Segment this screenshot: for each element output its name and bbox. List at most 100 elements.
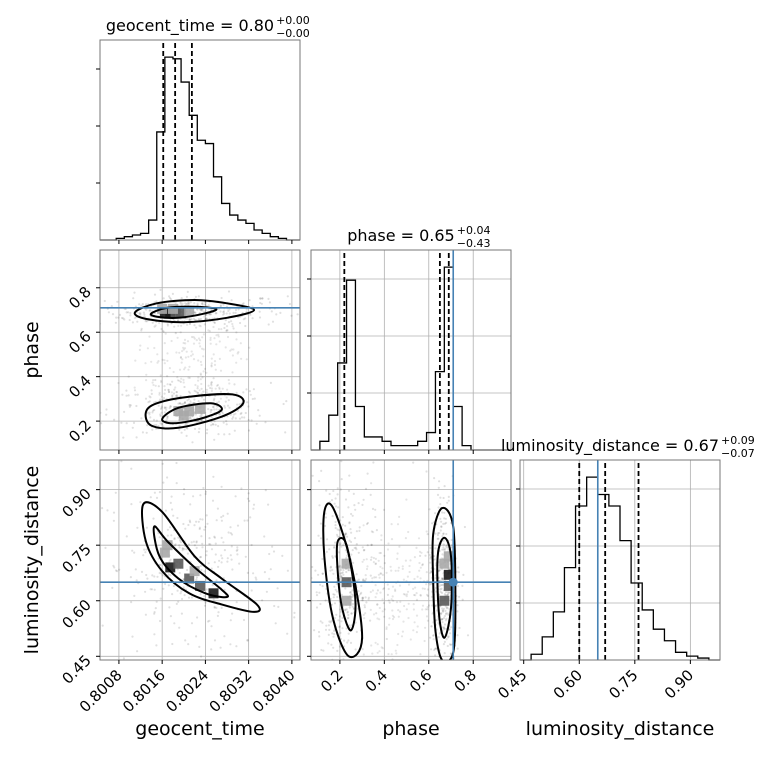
scatter-point: [208, 537, 211, 540]
scatter-point: [217, 433, 220, 436]
scatter-point: [341, 571, 344, 574]
scatter-point: [180, 403, 183, 406]
scatter-point: [155, 423, 158, 427]
scatter-point: [330, 603, 333, 606]
scatter-point: [145, 431, 148, 434]
scatter-point: [217, 611, 220, 614]
scatter-point: [160, 423, 163, 426]
scatter-point: [216, 507, 219, 510]
scatter-point: [311, 474, 314, 477]
scatter-point: [449, 632, 452, 635]
scatter-point: [187, 398, 190, 401]
scatter-point: [203, 315, 206, 318]
scatter-point: [442, 577, 445, 580]
scatter-point: [188, 322, 191, 325]
scatter-point: [215, 334, 218, 337]
scatter-point: [232, 311, 235, 314]
scatter-point: [219, 304, 222, 307]
scatter-point: [441, 678, 443, 680]
scatter-point: [418, 550, 422, 553]
scatter-point: [227, 531, 230, 534]
scatter-point: [163, 342, 166, 345]
scatter-point: [158, 393, 161, 396]
scatter-point: [353, 546, 356, 550]
scatter-point: [461, 598, 464, 601]
scatter-point: [200, 568, 203, 572]
scatter-point: [412, 629, 415, 632]
scatter-point: [174, 386, 177, 389]
scatter-point: [158, 571, 161, 575]
scatter-point: [159, 597, 162, 600]
title-lower-error: −0.07: [721, 447, 755, 460]
scatter-point: [371, 652, 374, 655]
scatter-point: [183, 488, 186, 491]
density-cell: [167, 303, 178, 314]
scatter-point: [442, 661, 444, 663]
scatter-point: [229, 643, 232, 646]
scatter-point: [180, 590, 183, 593]
scatter-point: [182, 522, 185, 526]
scatter-point: [165, 667, 167, 669]
scatter-point: [191, 353, 194, 356]
scatter-point: [329, 621, 332, 624]
scatter-point: [441, 626, 444, 629]
x-tick-label: 0.8040: [249, 666, 299, 716]
scatter-point: [387, 587, 390, 591]
scatter-point: [419, 653, 422, 656]
scatter-point: [255, 578, 258, 581]
scatter-point: [239, 321, 242, 325]
scatter-point: [319, 327, 321, 329]
scatter-point: [185, 303, 188, 306]
scatter-point: [415, 592, 418, 595]
y-tick-label: 0.45: [58, 651, 94, 687]
scatter-point: [166, 324, 169, 327]
scatter-point: [125, 311, 128, 314]
scatter-point: [443, 593, 446, 596]
scatter-point: [165, 408, 168, 411]
scatter-point: [380, 646, 383, 649]
scatter-point: [177, 319, 180, 322]
scatter-point: [148, 400, 151, 403]
scatter-point: [439, 590, 442, 594]
scatter-point: [407, 616, 410, 620]
scatter-point: [176, 395, 179, 398]
scatter-point: [101, 624, 104, 627]
scatter-point: [133, 317, 136, 320]
scatter-point: [222, 514, 225, 518]
scatter-point: [196, 385, 199, 388]
scatter-point: [205, 588, 208, 591]
scatter-point: [220, 536, 223, 540]
scatter-point: [200, 387, 203, 390]
scatter-point: [106, 509, 109, 512]
scatter-point: [370, 644, 373, 647]
scatter-point: [315, 594, 319, 597]
scatter-point: [148, 309, 151, 312]
scatter-point: [378, 551, 381, 555]
scatter-point: [421, 563, 424, 566]
scatter-point: [197, 376, 200, 379]
scatter-point: [236, 548, 239, 551]
scatter-point: [190, 596, 194, 599]
scatter-point: [144, 397, 148, 400]
scatter-point: [149, 588, 152, 591]
scatter-point: [229, 532, 232, 535]
scatter-point: [185, 434, 188, 437]
scatter-point: [226, 415, 229, 418]
scatter-point: [139, 501, 142, 504]
scatter-point: [178, 571, 181, 575]
scatter-point: [321, 572, 324, 575]
scatter-point: [96, 408, 98, 410]
scatter-point: [210, 567, 213, 570]
density-cell: [195, 403, 205, 414]
scatter-point: [200, 392, 203, 395]
scatter-point: [425, 470, 428, 473]
scatter-point: [354, 648, 357, 651]
scatter-point: [181, 547, 184, 550]
scatter-point: [360, 584, 363, 588]
scatter-point: [376, 643, 379, 646]
scatter-point: [433, 477, 436, 480]
scatter-point: [179, 592, 182, 595]
scatter-point: [210, 357, 213, 360]
scatter-point: [438, 569, 441, 572]
scatter-point: [261, 599, 264, 602]
